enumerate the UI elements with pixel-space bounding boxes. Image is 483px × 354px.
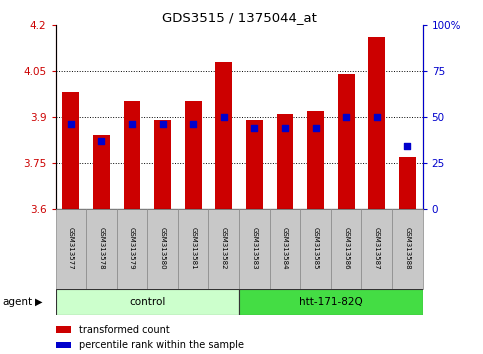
Bar: [93, 135, 110, 209]
Bar: [239, 289, 423, 315]
Bar: [147, 209, 178, 289]
Bar: [300, 209, 331, 289]
Text: control: control: [129, 297, 166, 307]
Text: GSM313585: GSM313585: [313, 227, 319, 270]
Title: GDS3515 / 1375044_at: GDS3515 / 1375044_at: [162, 11, 316, 24]
Text: GSM313579: GSM313579: [129, 227, 135, 270]
Text: GSM313588: GSM313588: [404, 227, 411, 270]
Point: [98, 138, 105, 144]
Bar: [307, 111, 324, 209]
Bar: [331, 209, 361, 289]
Bar: [361, 209, 392, 289]
Text: GSM313578: GSM313578: [99, 227, 104, 270]
Text: ▶: ▶: [35, 297, 43, 307]
Text: htt-171-82Q: htt-171-82Q: [299, 297, 363, 307]
Bar: [246, 120, 263, 209]
Point: [312, 125, 319, 131]
Text: GSM313584: GSM313584: [282, 227, 288, 270]
Bar: [86, 209, 117, 289]
Bar: [215, 62, 232, 209]
Bar: [239, 209, 270, 289]
Bar: [56, 326, 71, 333]
Bar: [399, 157, 416, 209]
Point: [220, 114, 227, 120]
Bar: [56, 289, 239, 315]
Text: transformed count: transformed count: [79, 325, 170, 335]
Bar: [178, 209, 209, 289]
Point: [403, 143, 411, 149]
Text: GSM313577: GSM313577: [68, 227, 74, 270]
Bar: [338, 74, 355, 209]
Bar: [56, 342, 71, 348]
Text: GSM313587: GSM313587: [374, 227, 380, 270]
Bar: [124, 102, 141, 209]
Point: [128, 121, 136, 127]
Text: percentile rank within the sample: percentile rank within the sample: [79, 340, 243, 350]
Point: [281, 125, 289, 131]
Point: [342, 114, 350, 120]
Point: [373, 114, 381, 120]
Bar: [56, 209, 86, 289]
Text: agent: agent: [2, 297, 32, 307]
Bar: [62, 92, 79, 209]
Bar: [369, 37, 385, 209]
Point: [189, 121, 197, 127]
Text: GSM313583: GSM313583: [251, 227, 257, 270]
Bar: [117, 209, 147, 289]
Point: [159, 121, 167, 127]
Bar: [154, 120, 171, 209]
Bar: [209, 209, 239, 289]
Text: GSM313586: GSM313586: [343, 227, 349, 270]
Text: GSM313581: GSM313581: [190, 227, 196, 270]
Bar: [392, 209, 423, 289]
Text: GSM313582: GSM313582: [221, 227, 227, 270]
Point: [251, 125, 258, 131]
Point: [67, 121, 75, 127]
Bar: [277, 114, 293, 209]
Bar: [185, 102, 201, 209]
Bar: [270, 209, 300, 289]
Text: GSM313580: GSM313580: [159, 227, 166, 270]
